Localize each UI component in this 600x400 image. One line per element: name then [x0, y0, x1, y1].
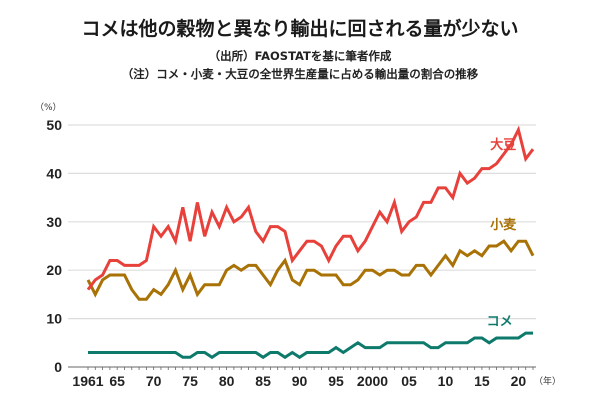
x-tick-label: 90: [292, 373, 308, 389]
chart-note: （注）コメ・小麦・大豆の全世界生産量に占める輸出量の割合の推移: [121, 67, 479, 81]
chart-title: コメは他の穀物と異なり輸出に回される量が少ない: [81, 18, 519, 40]
x-tick-label: 10: [438, 373, 454, 389]
series-line-soybean: [86, 125, 535, 291]
x-tick-label: 95: [328, 373, 344, 389]
series-lines: [86, 125, 535, 360]
x-tick-label: 2000: [357, 373, 388, 389]
x-tick-label: 75: [182, 373, 198, 389]
y-tick-label: 50: [46, 117, 62, 133]
series-label-wheat: 小麦: [490, 217, 517, 233]
x-tick-label: 80: [219, 373, 235, 389]
y-axis: （%） 0 10 20 30 40 50: [35, 102, 62, 375]
y-tick-label: 30: [46, 214, 62, 230]
series-label-rice: コメ: [487, 314, 513, 329]
chart-source: （出所）FAOSTATを基に筆者作成: [208, 49, 392, 63]
series-label-soybean: 大豆: [490, 137, 516, 153]
x-tick-label: 65: [109, 373, 125, 389]
series-line-rice: [88, 331, 533, 360]
y-tick-label: 40: [46, 165, 62, 181]
x-tick-label: 20: [511, 373, 527, 389]
x-tick-label: 70: [146, 373, 162, 389]
gridlines: [68, 124, 536, 320]
x-tick-label: 85: [255, 373, 271, 389]
x-tick-label: 05: [401, 373, 417, 389]
y-tick-label: 20: [46, 262, 62, 278]
x-tick-label: 15: [474, 373, 490, 389]
series-line-wheat: [86, 239, 535, 301]
x-axis: （年） 1961 65 70 75 80 85 90 95 2000 05 10 15 20: [68, 366, 561, 389]
x-axis-unit: （年）: [534, 375, 561, 387]
x-tick-label: 1961: [72, 373, 103, 389]
y-tick-label: 10: [46, 311, 62, 327]
y-tick-label: 0: [54, 359, 62, 375]
y-axis-unit: （%）: [35, 102, 62, 113]
